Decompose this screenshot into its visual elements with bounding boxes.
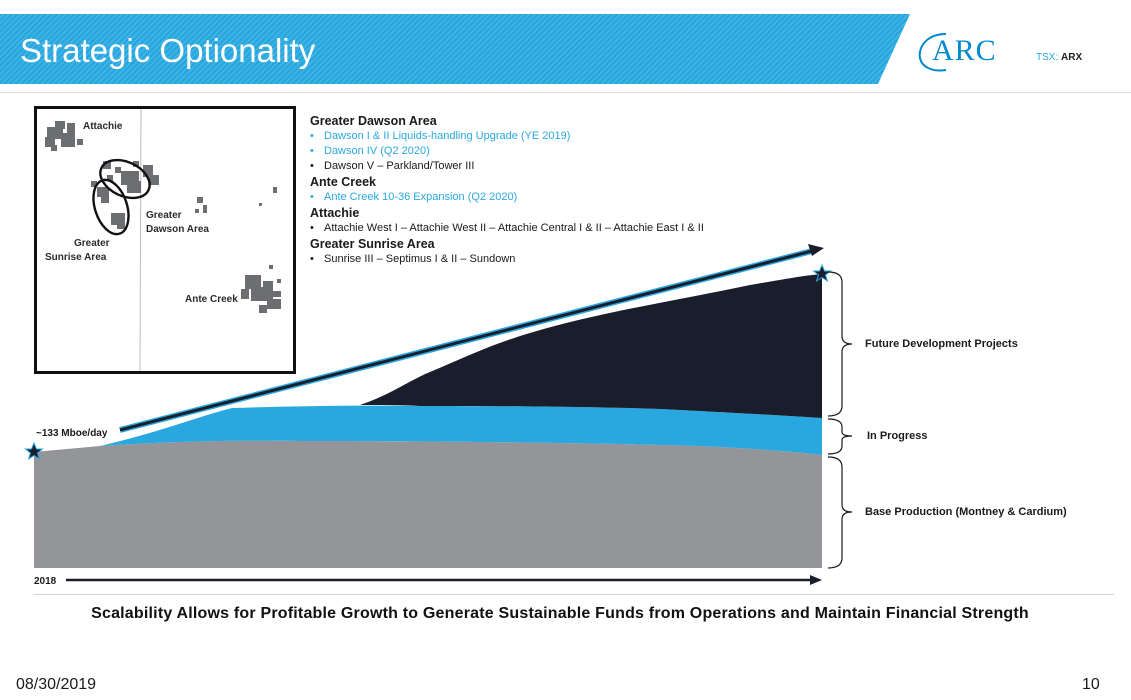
map-label-attachie: Attachie: [83, 121, 123, 132]
project-item: Sunrise III – Septimus I & II – Sundown: [310, 252, 790, 267]
start-year-label: 2018: [34, 576, 57, 587]
area-heading: Ante Creek: [310, 175, 376, 189]
asset-map: Attachie Greater Dawson Area Greater Sun…: [34, 106, 296, 374]
land-parcels-scattered: [195, 187, 281, 283]
dawson-outline: [99, 158, 151, 200]
land-parcels-ante-creek: [241, 275, 281, 313]
map-label-sunrise-1: Greater: [74, 238, 110, 249]
area-base-production: [34, 440, 822, 568]
page-number: 10: [1082, 676, 1100, 693]
brace-in-progress: [827, 418, 853, 455]
area-in-progress: [100, 405, 822, 455]
arc-logo-swoosh-icon: [918, 33, 947, 72]
land-parcels-attachie: [45, 121, 83, 151]
tagline: Scalability Allows for Profitable Growth…: [91, 605, 1029, 622]
project-item: Attachie West I – Attachie West II – Att…: [310, 221, 790, 236]
project-item: Dawson I & II Liquids-handling Upgrade (…: [310, 129, 790, 144]
area-heading: Greater Dawson Area: [310, 114, 437, 128]
map-label-dawson-2: Dawson Area: [146, 224, 209, 235]
production-growth-chart: [24, 244, 853, 585]
start-production-label: ~133 Mboe/day: [36, 428, 108, 439]
project-item: Dawson V – Parkland/Tower III: [310, 159, 790, 174]
project-item: Dawson IV (Q2 2020): [310, 144, 790, 159]
brace-base: [827, 456, 853, 569]
project-item: Ante Creek 10-36 Expansion (Q2 2020): [310, 190, 790, 205]
map-label-sunrise-2: Sunrise Area: [45, 252, 107, 263]
land-parcels-sunrise: [91, 181, 125, 229]
area-future-development: [360, 274, 822, 418]
sunrise-outline: [92, 178, 130, 236]
legend-in-progress: In Progress: [867, 430, 928, 442]
brace-future: [827, 271, 853, 417]
end-star-icon: [812, 263, 832, 283]
ticker-symbol: TSX: ARX: [1036, 52, 1083, 63]
legend-future-development: Future Development Projects: [865, 338, 1018, 350]
project-list: Greater Dawson Area Dawson I & II Liquid…: [310, 113, 790, 267]
legend-base-production: Base Production (Montney & Cardium): [865, 506, 1067, 518]
footer-divider: [34, 594, 1114, 595]
land-parcels-dawson: [103, 161, 159, 193]
map-label-dawson-1: Greater: [146, 210, 182, 221]
asset-map-graphic: [45, 109, 281, 371]
time-arrowhead-icon: [810, 575, 822, 585]
area-heading: Attachie: [310, 206, 360, 220]
area-heading: Greater Sunrise Area: [310, 237, 435, 251]
growth-arrowhead-icon: [808, 244, 824, 256]
company-logo: ARC: [932, 34, 997, 67]
slide-date: 08/30/2019: [16, 676, 97, 693]
page-title: Strategic Optionality: [20, 32, 316, 69]
header-band: [0, 14, 1131, 93]
start-star-icon: [24, 441, 44, 461]
map-label-ante-creek: Ante Creek: [185, 294, 238, 305]
